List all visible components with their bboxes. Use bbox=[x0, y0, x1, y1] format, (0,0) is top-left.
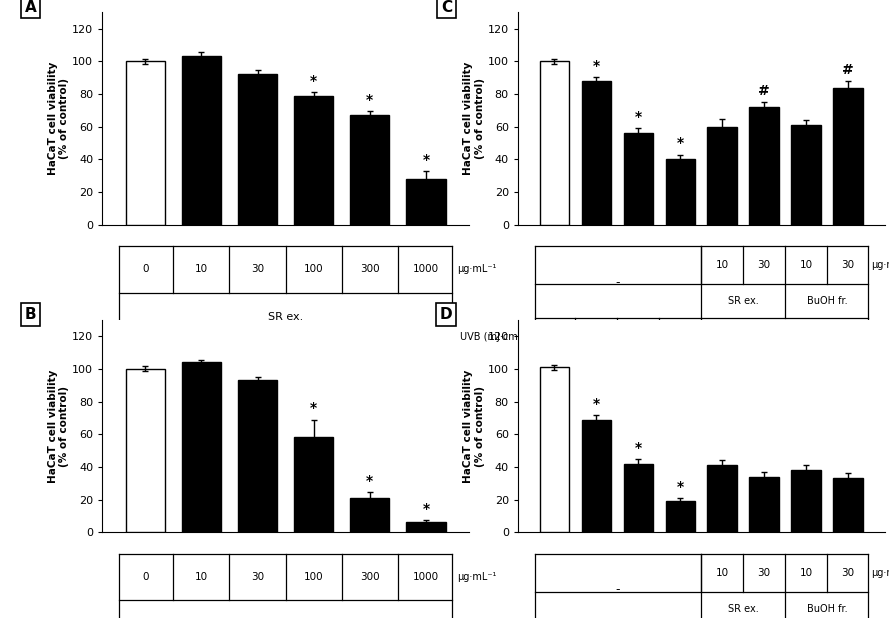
Bar bbox=[834, 478, 863, 532]
Text: BuOH fr.: BuOH fr. bbox=[807, 604, 847, 614]
Text: SR ex.: SR ex. bbox=[728, 604, 758, 614]
Bar bbox=[749, 476, 779, 532]
Bar bbox=[623, 464, 653, 532]
Text: *: * bbox=[366, 93, 373, 107]
Bar bbox=[666, 501, 695, 532]
Bar bbox=[834, 88, 863, 225]
Text: SR ex.: SR ex. bbox=[268, 312, 303, 322]
Bar bbox=[749, 107, 779, 225]
Text: *: * bbox=[366, 474, 373, 488]
Bar bbox=[623, 133, 653, 225]
Text: -: - bbox=[615, 583, 620, 596]
Text: *: * bbox=[310, 74, 317, 88]
Text: *: * bbox=[593, 397, 600, 410]
Text: -: - bbox=[615, 276, 620, 289]
Text: *: * bbox=[422, 502, 429, 516]
Text: 100: 100 bbox=[304, 572, 324, 582]
Bar bbox=[125, 61, 165, 225]
Text: 30: 30 bbox=[842, 260, 854, 270]
Text: 1000: 1000 bbox=[412, 265, 439, 274]
Text: 100: 100 bbox=[304, 265, 324, 274]
Bar bbox=[708, 465, 737, 532]
Text: 1000: 1000 bbox=[412, 572, 439, 582]
Y-axis label: HaCaT cell viability
(% of control): HaCaT cell viability (% of control) bbox=[48, 62, 69, 176]
Text: 30: 30 bbox=[251, 572, 264, 582]
Text: μg·mL⁻¹: μg·mL⁻¹ bbox=[457, 572, 496, 582]
Bar bbox=[181, 362, 221, 532]
Y-axis label: HaCaT cell viability
(% of control): HaCaT cell viability (% of control) bbox=[463, 62, 485, 176]
Text: 30: 30 bbox=[757, 568, 771, 578]
Bar bbox=[238, 74, 277, 225]
Text: 10: 10 bbox=[195, 572, 208, 582]
Bar bbox=[791, 125, 821, 225]
Text: μg·mL⁻¹: μg·mL⁻¹ bbox=[871, 568, 889, 578]
Bar bbox=[238, 380, 277, 532]
Text: *: * bbox=[635, 111, 642, 124]
Text: μg·mL⁻¹: μg·mL⁻¹ bbox=[457, 265, 496, 274]
Text: 10: 10 bbox=[195, 265, 208, 274]
Text: *: * bbox=[422, 153, 429, 167]
Bar bbox=[406, 179, 445, 225]
Bar bbox=[581, 420, 611, 532]
Text: 30: 30 bbox=[757, 260, 771, 270]
Text: 10: 10 bbox=[716, 260, 729, 270]
Text: SR ex.: SR ex. bbox=[728, 296, 758, 307]
Text: 10: 10 bbox=[779, 332, 792, 342]
Bar bbox=[666, 159, 695, 225]
Text: B: B bbox=[25, 307, 36, 322]
Text: C: C bbox=[441, 0, 452, 15]
Text: *: * bbox=[635, 441, 642, 455]
Text: 5: 5 bbox=[593, 332, 599, 342]
Text: *: * bbox=[677, 137, 684, 150]
Text: *: * bbox=[310, 402, 317, 415]
Text: D: D bbox=[440, 307, 453, 322]
Bar bbox=[294, 96, 333, 225]
Text: *: * bbox=[593, 59, 600, 73]
Bar bbox=[294, 438, 333, 532]
Bar bbox=[350, 498, 389, 532]
Text: 300: 300 bbox=[360, 265, 380, 274]
Text: 10: 10 bbox=[799, 260, 813, 270]
Y-axis label: HaCaT cell viability
(% of control): HaCaT cell viability (% of control) bbox=[48, 370, 69, 483]
Text: 10: 10 bbox=[632, 332, 645, 342]
Text: 300: 300 bbox=[360, 572, 380, 582]
Bar bbox=[181, 56, 221, 225]
Bar bbox=[708, 127, 737, 225]
Text: 0: 0 bbox=[551, 332, 557, 342]
Bar bbox=[540, 61, 569, 225]
Text: μg·mL⁻¹: μg·mL⁻¹ bbox=[871, 260, 889, 270]
Text: #: # bbox=[758, 84, 770, 98]
Text: #: # bbox=[842, 63, 854, 77]
Bar bbox=[125, 369, 165, 532]
Bar bbox=[791, 470, 821, 532]
Text: 0: 0 bbox=[142, 572, 148, 582]
Text: 10: 10 bbox=[799, 568, 813, 578]
Text: 30: 30 bbox=[251, 265, 264, 274]
Bar bbox=[540, 367, 569, 532]
Text: 0: 0 bbox=[142, 265, 148, 274]
Y-axis label: HaCaT cell viability
(% of control): HaCaT cell viability (% of control) bbox=[463, 370, 485, 483]
Bar bbox=[406, 522, 445, 532]
Text: UVB (mJ·cm⁻²): UVB (mJ·cm⁻²) bbox=[460, 332, 531, 342]
Text: 15: 15 bbox=[674, 332, 687, 342]
Text: 30: 30 bbox=[842, 568, 854, 578]
Text: A: A bbox=[25, 0, 36, 15]
Bar bbox=[350, 116, 389, 225]
Text: *: * bbox=[677, 480, 684, 494]
Text: 10: 10 bbox=[716, 568, 729, 578]
Text: BuOH fr.: BuOH fr. bbox=[807, 296, 847, 307]
Bar bbox=[581, 81, 611, 225]
